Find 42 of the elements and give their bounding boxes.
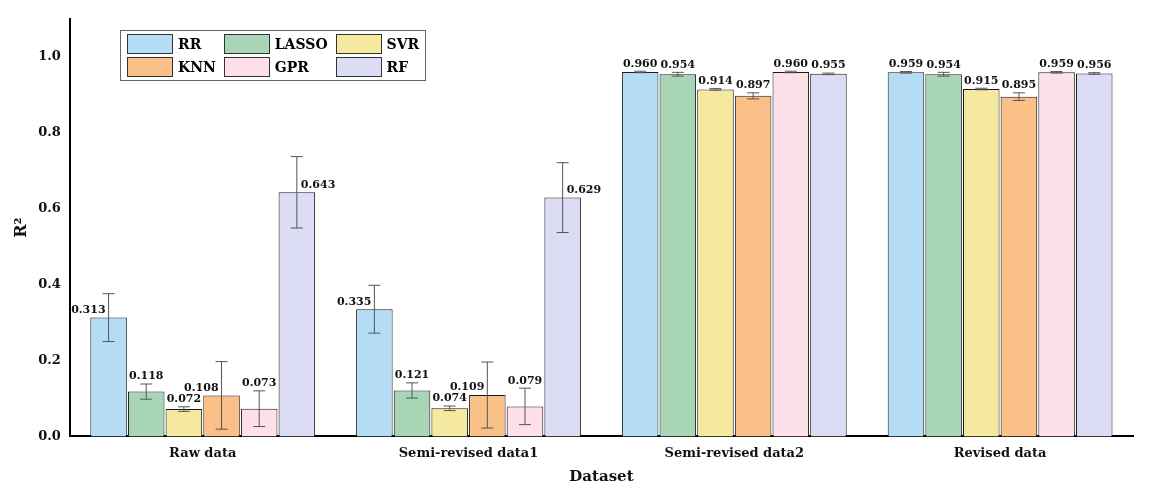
y-tick-label: 0.0	[38, 427, 61, 443]
data-label: 0.914	[698, 74, 734, 88]
x-tick-label: Semi-revised data2	[664, 444, 805, 460]
y-tick-label: 0.6	[38, 199, 61, 215]
data-label: 0.895	[1001, 78, 1037, 92]
legend-label: LASSO	[274, 36, 328, 52]
y-tick-label: 1.0	[38, 48, 61, 64]
data-label: 0.121	[394, 368, 430, 382]
x-tick-label: Revised data	[953, 444, 1048, 460]
data-label: 0.960	[622, 56, 658, 70]
legend-label: RR	[178, 36, 202, 52]
data-label: 0.643	[300, 177, 336, 191]
x-tick-label: Semi-revised data1	[398, 444, 539, 460]
legend-label: RF	[386, 59, 409, 75]
legend-label: KNN	[178, 59, 216, 75]
data-label: 0.959	[1039, 56, 1074, 70]
data-label: 0.897	[735, 78, 771, 92]
y-axis-title: R²	[10, 217, 30, 238]
data-label: 0.629	[566, 182, 602, 196]
data-label: 0.108	[184, 380, 219, 394]
data-label: 0.959	[888, 56, 924, 70]
data-label: 0.335	[336, 294, 372, 308]
data-label: 0.118	[129, 369, 164, 383]
data-label: 0.915	[964, 73, 999, 87]
data-label: 0.960	[773, 56, 809, 70]
data-label: 0.956	[1077, 58, 1112, 72]
data-label: 0.313	[71, 302, 106, 316]
data-label: 0.955	[811, 58, 846, 72]
data-label: 0.954	[926, 57, 962, 71]
y-tick-label: 0.2	[38, 351, 61, 367]
x-tick-label: Raw data	[169, 444, 237, 460]
data-label: 0.072	[166, 392, 202, 406]
data-label: 0.074	[432, 391, 468, 405]
x-axis-title: Dataset	[569, 466, 634, 485]
data-label: 0.073	[241, 376, 277, 390]
y-tick-label: 0.4	[38, 275, 61, 291]
data-label: 0.954	[660, 57, 696, 71]
legend-label: GPR	[274, 59, 309, 75]
y-tick-label: 0.8	[38, 124, 61, 140]
data-label: 0.079	[507, 373, 543, 387]
data-label: 0.109	[449, 380, 485, 394]
legend-label: SVR	[386, 36, 420, 52]
